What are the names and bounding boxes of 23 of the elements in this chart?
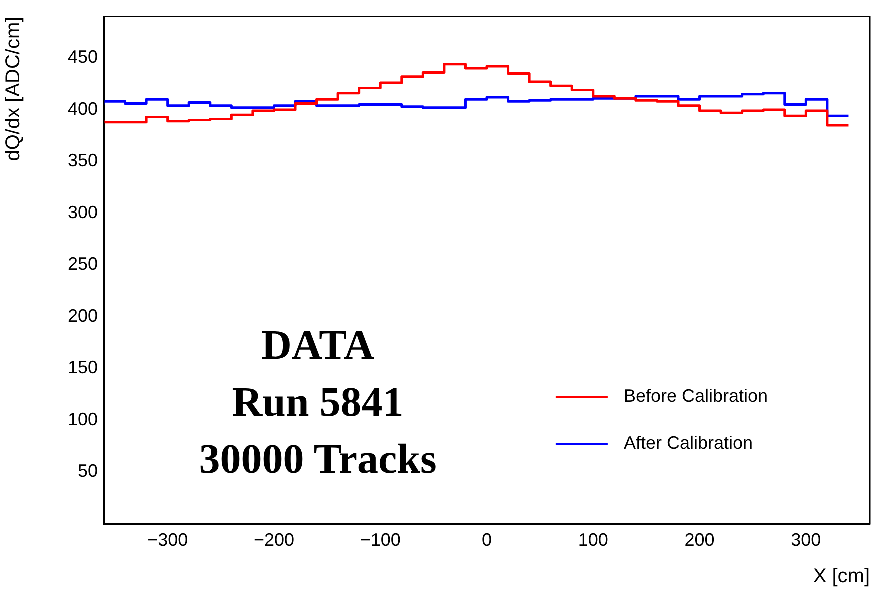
x-axis-title: X [cm] (813, 566, 870, 588)
y-tick-label: 100 (68, 409, 98, 430)
legend-label: Before Calibration (624, 386, 768, 406)
annotation: 30000 Tracks (198, 436, 438, 485)
x-tick-label: 300 (791, 530, 822, 550)
annotation: Run 5841 (231, 379, 405, 428)
x-tick-label: −200 (254, 530, 294, 550)
x-tick-label: 0 (482, 530, 492, 550)
y-tick-label: 400 (68, 98, 98, 119)
y-tick-label: 350 (68, 150, 98, 171)
legend-label: After Calibration (624, 433, 754, 454)
x-tick-label: 100 (578, 530, 608, 550)
y-axis-title: dQ/dx [ADC/cm] (2, 16, 25, 162)
annotation: DATA (260, 322, 376, 371)
y-tick-label: 250 (68, 254, 98, 274)
y-tick-label: 300 (68, 202, 98, 222)
x-tick-label: −100 (360, 530, 401, 550)
y-tick-label: 50 (78, 461, 98, 482)
y-tick-label: 450 (68, 47, 98, 68)
y-tick-label: 200 (68, 306, 98, 326)
x-tick-label: 200 (684, 530, 715, 550)
y-tick-label: 150 (68, 358, 98, 378)
x-tick-label: −300 (148, 530, 188, 550)
